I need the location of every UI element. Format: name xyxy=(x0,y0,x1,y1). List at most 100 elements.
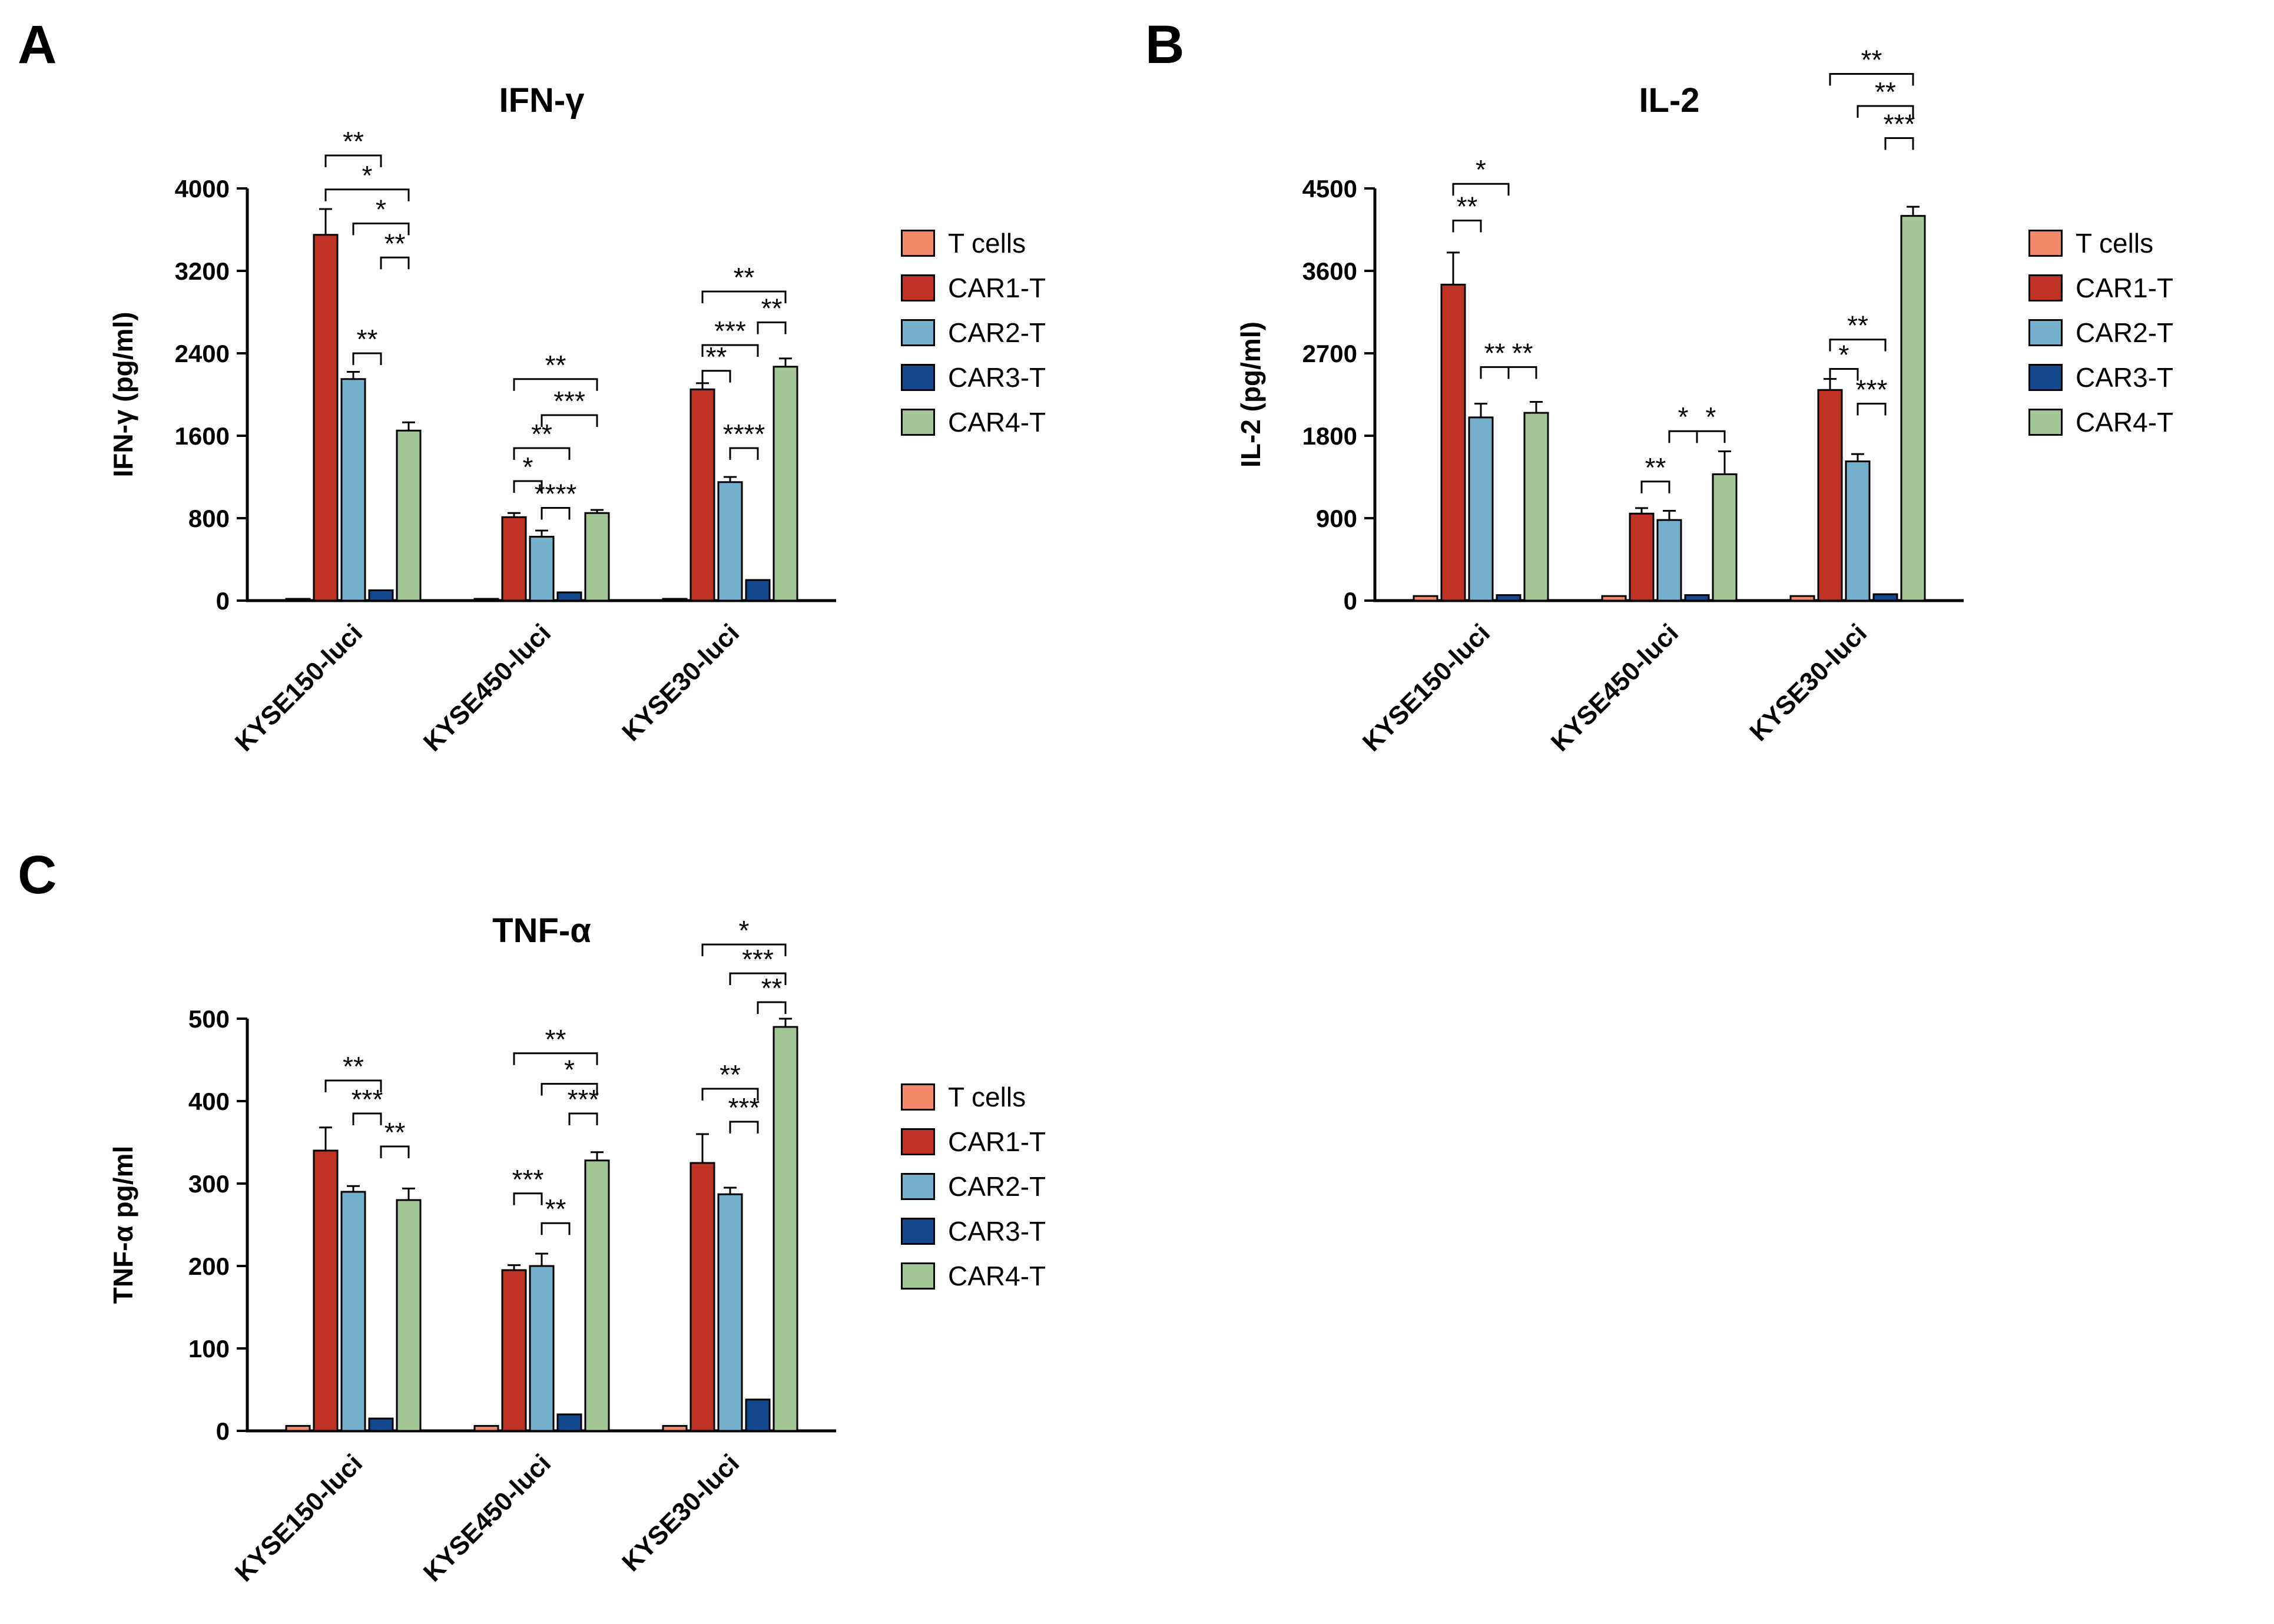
significance-label: * xyxy=(739,915,750,946)
tnf-alpha-bar-chart: TNF-α TNF-α pg/ml 0 100 200 300 400 500 KYSE150-… xyxy=(108,912,836,1587)
y-axis-label: TNF-α pg/ml xyxy=(108,1146,138,1304)
chart-title: IL-2 xyxy=(1639,81,1699,120)
bar-CAR1-T-KYSE150-luci xyxy=(1440,283,1466,602)
significance-bracket xyxy=(729,1121,759,1134)
y-axis-label: IFN-γ (pg/ml) xyxy=(108,311,138,477)
bar-CAR3-T-KYSE450-luci xyxy=(556,1413,582,1432)
legend-item-car1-t: CAR1-T xyxy=(2028,274,2173,301)
significance-label: *** xyxy=(714,316,746,346)
legend-A: T cells CAR1-T CAR2-T CAR3-T CAR4-T xyxy=(901,230,1046,436)
significance-bracket xyxy=(1696,430,1726,443)
significance-label: * xyxy=(523,452,533,482)
significance-label: * xyxy=(1476,154,1486,185)
legend-swatch xyxy=(2028,364,2063,391)
bar-T cells-KYSE450-luci xyxy=(1601,595,1627,602)
bar-CAR4-T-KYSE150-luci xyxy=(396,429,422,602)
y-tick-label: 900 xyxy=(1316,505,1357,532)
y-axis-label: IL-2 (pg/ml) xyxy=(1235,322,1266,468)
legend-swatch xyxy=(2028,409,2063,436)
y-tick-label: 3600 xyxy=(1302,257,1357,285)
legend-swatch xyxy=(2028,230,2063,257)
legend-label: CAR1-T xyxy=(948,273,1046,303)
significance-label: *** xyxy=(553,386,585,416)
significance-bracket xyxy=(324,1079,382,1092)
bar-CAR3-T-KYSE30-luci xyxy=(1872,593,1898,602)
y-tick-label: 0 xyxy=(1344,587,1357,615)
significance-bracket xyxy=(324,188,410,201)
legend-item-car4-t: CAR4-T xyxy=(901,1262,1046,1290)
bar-CAR4-T-KYSE30-luci xyxy=(773,1026,798,1432)
significance-label: * xyxy=(1678,402,1689,432)
y-tick-label: 300 xyxy=(188,1170,230,1198)
bar-CAR2-T-KYSE450-luci xyxy=(529,1265,555,1432)
significance-label: ** xyxy=(1484,337,1506,368)
bar-CAR1-T-KYSE30-luci xyxy=(690,388,715,602)
legend-label: CAR2-T xyxy=(948,1171,1046,1202)
x-category-label: KYSE450-luci xyxy=(1546,618,1684,757)
bar-CAR1-T-KYSE450-luci xyxy=(501,1269,527,1432)
bar-CAR4-T-KYSE150-luci xyxy=(1523,412,1549,602)
legend-label: CAR2-T xyxy=(948,317,1046,348)
y-tick-label: 2400 xyxy=(175,340,230,367)
legend-swatch xyxy=(2028,274,2063,301)
bar-CAR2-T-KYSE450-luci xyxy=(1656,519,1682,602)
legend-swatch xyxy=(901,230,935,257)
significance-label: ** xyxy=(1457,191,1478,221)
legend-label: CAR4-T xyxy=(948,1261,1046,1291)
legend-C: T cells CAR1-T CAR2-T CAR3-T CAR4-T xyxy=(901,1083,1046,1290)
panel-letter-A: A xyxy=(18,15,57,75)
significance-bracket xyxy=(701,344,759,357)
significance-label: ** xyxy=(384,228,406,258)
significance-label: ** xyxy=(761,973,783,1003)
x-category-label: KYSE30-luci xyxy=(1744,618,1872,747)
legend-label: CAR2-T xyxy=(2076,317,2174,348)
significance-bracket xyxy=(541,507,571,520)
bar-T cells-KYSE30-luci xyxy=(1789,595,1815,602)
legend-B: T cells CAR1-T CAR2-T CAR3-T CAR4-T xyxy=(2028,230,2173,436)
bar-CAR1-T-KYSE30-luci xyxy=(690,1162,715,1432)
significance-label: *** xyxy=(1856,374,1888,405)
significance-label: ** xyxy=(545,1194,566,1224)
significance-label: *** xyxy=(728,1092,760,1123)
legend-label: CAR3-T xyxy=(948,1216,1046,1247)
y-tick-label: 0 xyxy=(216,587,230,615)
legend-item-car3-t: CAR3-T xyxy=(901,1218,1046,1245)
bar-CAR2-T-KYSE450-luci xyxy=(529,536,555,602)
significance-bracket xyxy=(701,943,787,956)
y-tick-label: 400 xyxy=(188,1088,230,1115)
il2-bar-chart: IL-2 IL-2 (pg/ml) 0 900 1800 2700 3600 4500 KYSE… xyxy=(1235,45,1964,757)
x-category-label: KYSE30-luci xyxy=(616,1449,745,1577)
legend-swatch xyxy=(901,364,935,391)
significance-bracket xyxy=(1829,339,1887,352)
panel-A: A IFN-γ IFN-γ (pg/ml) 0 800 1600 2400 3200 4000… xyxy=(18,18,1145,842)
bar-CAR2-T-KYSE30-luci xyxy=(1845,460,1871,602)
y-tick-label: 4500 xyxy=(1302,175,1357,203)
panel-letter-C: C xyxy=(18,845,57,905)
bar-CAR1-T-KYSE450-luci xyxy=(501,516,527,602)
x-category-label: KYSE150-luci xyxy=(230,618,368,757)
legend-label: CAR1-T xyxy=(2076,273,2174,303)
legend-label: CAR3-T xyxy=(2076,362,2174,393)
significance-bracket xyxy=(729,972,787,985)
legend-item-t-cells: T cells xyxy=(901,230,1046,257)
legend-item-car3-t: CAR3-T xyxy=(2028,364,2173,391)
bar-CAR4-T-KYSE30-luci xyxy=(1900,215,1926,602)
legend-swatch xyxy=(901,1262,935,1290)
bar-T cells-KYSE30-luci xyxy=(662,1425,688,1432)
bar-CAR2-T-KYSE150-luci xyxy=(340,378,366,602)
significance-label: ** xyxy=(343,126,364,157)
y-tick-label: 3200 xyxy=(175,257,230,285)
legend-label: T cells xyxy=(948,1082,1026,1112)
legend-swatch xyxy=(901,319,935,346)
legend-item-car3-t: CAR3-T xyxy=(901,364,1046,391)
significance-label: *** xyxy=(352,1084,383,1115)
legend-item-car1-t: CAR1-T xyxy=(901,1128,1046,1155)
significance-label: **** xyxy=(535,479,577,509)
legend-item-car2-t: CAR2-T xyxy=(901,1173,1046,1200)
y-tick-label: 0 xyxy=(216,1417,230,1445)
significance-label: *** xyxy=(742,944,774,975)
significance-label: ** xyxy=(531,419,552,449)
bar-CAR3-T-KYSE150-luci xyxy=(1496,594,1521,602)
x-category-label: KYSE150-luci xyxy=(1357,618,1496,757)
significance-label: * xyxy=(564,1055,575,1085)
